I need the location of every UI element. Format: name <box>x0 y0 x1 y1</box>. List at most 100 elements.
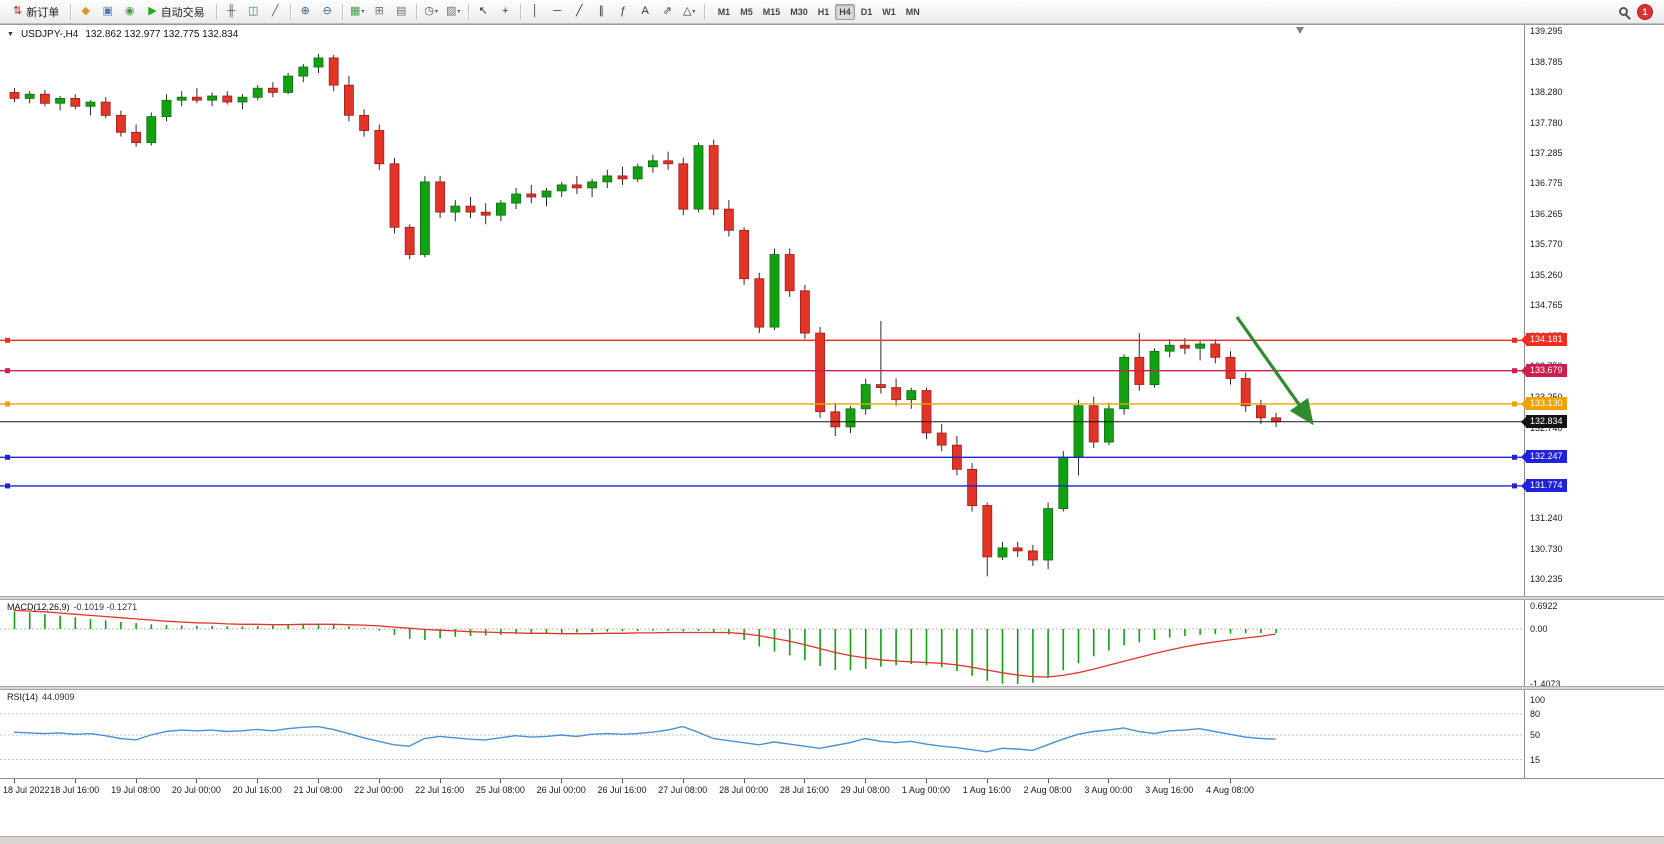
shapes-button[interactable]: △ ▾ <box>679 2 700 21</box>
data-window-icon: ▣ <box>102 5 113 17</box>
fibonacci-icon: ƒ <box>620 5 627 17</box>
price-axis-label: 135.770 <box>1530 239 1563 249</box>
main-chart-plot[interactable] <box>0 25 1524 596</box>
timeframe-M5[interactable]: M5 <box>740 6 753 17</box>
time-axis-label: 20 Jul 00:00 <box>171 785 221 795</box>
chart-symbol-period: USDJPY-,H4 <box>20 29 79 40</box>
time-axis-tick <box>986 779 988 783</box>
timeframe-D1[interactable]: D1 <box>860 6 873 17</box>
hline-131.774[interactable] <box>0 483 1524 489</box>
bar-chart-button[interactable]: ╫ <box>221 2 242 21</box>
shapes-icon: △ <box>682 5 692 17</box>
time-axis-label: 28 Jul 00:00 <box>719 785 769 795</box>
pane-separator[interactable] <box>0 596 1664 600</box>
zoom-in-icon: ⊕ <box>300 5 310 17</box>
toolbar-separator <box>341 3 343 20</box>
channel-button[interactable]: ∥ <box>591 2 612 21</box>
time-axis-label: 1 Aug 00:00 <box>901 785 951 795</box>
timeframe-MN[interactable]: MN <box>905 6 920 17</box>
toolbar-separator <box>703 3 705 20</box>
macd-axis-label: 0.00 <box>1530 624 1548 634</box>
dropdown-caret-icon: ▾ <box>692 9 696 15</box>
trendline-icon: ╱ <box>575 5 583 17</box>
rsi-indicator-label: RSI(14) 44.0909 <box>7 692 75 702</box>
time-axis-label: 3 Aug 16:00 <box>1145 785 1194 795</box>
market-watch-button[interactable]: ◆ <box>75 2 96 21</box>
time-axis-label: 27 Jul 08:00 <box>658 785 708 795</box>
time-axis-tick <box>1108 779 1110 783</box>
time-axis-tick <box>743 779 745 783</box>
tile-windows-button[interactable]: ⊞ <box>369 2 390 21</box>
chevron-down-icon[interactable]: ▼ <box>7 31 14 38</box>
candlestick-chart-button[interactable]: ◫ <box>243 2 264 21</box>
new-chart-button[interactable]: ▦ ▾ <box>347 2 368 21</box>
hline-134.181[interactable] <box>0 337 1524 343</box>
data-window-button[interactable]: ▣ <box>97 2 118 21</box>
chart-window: ▼ USDJPY-,H4 132.862 132.977 132.775 132… <box>0 24 1664 844</box>
arrows-tool-button[interactable]: ⇗ <box>657 2 678 21</box>
vertical-line-button[interactable]: │ <box>525 2 546 21</box>
fibonacci-button[interactable]: ƒ <box>613 2 634 21</box>
time-axis-tick <box>196 779 198 783</box>
time-axis-label: 25 Jul 08:00 <box>475 785 525 795</box>
cursor-button[interactable]: ↖ <box>473 2 494 21</box>
zoom-out-icon: ⊖ <box>322 5 332 17</box>
timeframe-M15[interactable]: M15 <box>762 6 781 17</box>
text-icon: A <box>641 5 649 17</box>
toolbar: ⇅ 新订单 ◆ ▣ ◉ ▶ 自动交易 ╫ ◫ ╱ ⊕ ⊖ ▦ ▾ ⊞ ▤ ◷ ▾ ▨ ▾ ↖ + │ ─ ╱ ∥ ƒ A ⇗ △ ▾ M1 M… <box>0 0 1664 24</box>
time-axis-tick <box>14 779 15 783</box>
search-icon[interactable] <box>1619 7 1628 16</box>
timeframe-M30[interactable]: M30 <box>790 6 808 17</box>
price-badge-133.679: 133.679 <box>1521 364 1567 377</box>
chart-shift-marker[interactable] <box>1296 27 1304 34</box>
price-badge-133.130: 133.130 <box>1521 397 1567 410</box>
timeframe-M1[interactable]: M1 <box>717 6 731 17</box>
pane-separator[interactable] <box>0 686 1664 690</box>
horizontal-line-button[interactable]: ─ <box>547 2 568 21</box>
time-axis-label: 18 Jul 2022 <box>3 785 50 795</box>
trend-arrow-annotation[interactable] <box>1235 316 1314 426</box>
periods-menu-button[interactable]: ◷ ▾ <box>421 2 442 21</box>
macd-values: -0.1019 -0.1271 <box>73 602 138 612</box>
window-bottom-edge <box>0 836 1664 844</box>
new-order-button[interactable]: ⇅ 新订单 <box>6 2 66 21</box>
vertical-line-icon: │ <box>531 5 539 17</box>
navigator-button[interactable]: ◉ <box>119 2 140 21</box>
navigator-icon: ◉ <box>124 5 135 17</box>
auto-trading-icon: ▶ <box>148 5 157 17</box>
zoom-out-button[interactable]: ⊖ <box>317 2 338 21</box>
time-axis-tick <box>926 779 927 783</box>
time-axis-label: 18 Jul 16:00 <box>50 785 100 795</box>
candles <box>9 53 1281 577</box>
zoom-in-button[interactable]: ⊕ <box>295 2 316 21</box>
time-axis-tick <box>74 779 76 783</box>
auto-trading-button[interactable]: ▶ 自动交易 <box>141 2 211 21</box>
timeframe-W1[interactable]: W1 <box>882 6 896 17</box>
profiles-button[interactable]: ▤ <box>391 2 412 21</box>
templates-button[interactable]: ▨ ▾ <box>443 2 464 21</box>
crosshair-button[interactable]: + <box>495 2 516 21</box>
toolbar-separator <box>519 3 521 20</box>
timeframe-H4[interactable]: H4 <box>835 3 855 20</box>
rsi-plot[interactable] <box>0 690 1524 778</box>
profiles-icon: ▤ <box>395 5 407 17</box>
line-chart-button[interactable]: ╱ <box>265 2 286 21</box>
rsi-axis-label: 100 <box>1530 695 1546 705</box>
hline-133.130[interactable] <box>0 401 1524 407</box>
price-badge-131.774: 131.774 <box>1521 479 1567 492</box>
macd-plot[interactable] <box>0 600 1524 686</box>
hline-133.679[interactable] <box>0 368 1524 374</box>
notifications-badge[interactable]: 1 <box>1638 4 1652 19</box>
hline-132.247[interactable] <box>0 454 1524 460</box>
time-axis[interactable]: 18 Jul 2022 18 Jul 16:00 19 Jul 08:00 20 Ju… <box>0 778 1664 804</box>
chart-title: ▼ USDJPY-,H4 132.862 132.977 132.775 132… <box>7 29 238 40</box>
time-axis-tick <box>622 779 623 783</box>
trendline-button[interactable]: ╱ <box>569 2 590 21</box>
tile-windows-icon: ⊞ <box>374 5 384 17</box>
price-badge-132.247: 132.247 <box>1521 450 1567 463</box>
price-axis-label: 134.765 <box>1530 300 1563 310</box>
new-chart-icon: ▦ <box>349 5 361 17</box>
timeframe-H1[interactable]: H1 <box>817 6 830 17</box>
time-axis-label: 26 Jul 16:00 <box>597 785 647 795</box>
text-button[interactable]: A <box>635 2 656 21</box>
